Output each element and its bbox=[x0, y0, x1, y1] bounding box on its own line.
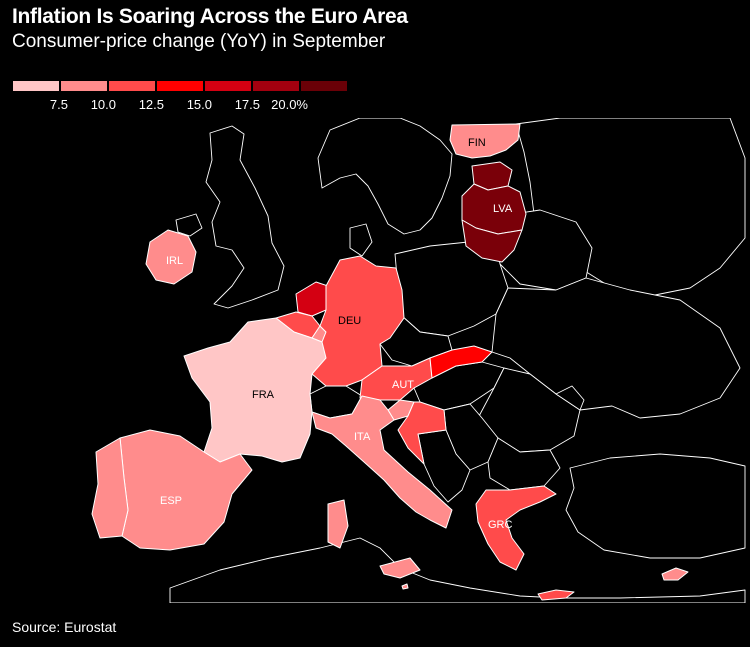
label-grc: GRC bbox=[488, 519, 513, 531]
scandinavia bbox=[317, 118, 453, 235]
label-esp: ESP bbox=[160, 495, 182, 507]
legend-swatch bbox=[60, 80, 108, 92]
ukraine bbox=[491, 277, 741, 419]
legend-swatch bbox=[204, 80, 252, 92]
country-ita[interactable] bbox=[311, 395, 453, 529]
legend-swatch bbox=[108, 80, 156, 92]
legend-swatch bbox=[252, 80, 300, 92]
legend-tick-label: 20.0% bbox=[271, 97, 308, 112]
source-note: Source: Eurostat bbox=[12, 619, 117, 635]
country-grc-crete[interactable] bbox=[537, 589, 575, 601]
northern-ireland bbox=[175, 213, 203, 237]
label-irl: IRL bbox=[166, 255, 183, 267]
legend-swatch bbox=[300, 80, 348, 92]
country-prt[interactable] bbox=[91, 437, 129, 539]
legend-tick-label: 7.5 bbox=[49, 97, 68, 112]
north-africa bbox=[169, 537, 746, 603]
country-ita-sardinia[interactable] bbox=[327, 499, 349, 549]
country-nld[interactable] bbox=[295, 281, 329, 317]
country-svk[interactable] bbox=[429, 345, 493, 379]
non-member-land bbox=[169, 118, 746, 603]
color-legend: 7.5 10.0 12.5 15.0 17.5 20.0% bbox=[12, 80, 352, 116]
turkey bbox=[565, 453, 746, 559]
great-britain bbox=[205, 125, 285, 309]
legend-tick-label: 12.5 bbox=[138, 97, 164, 112]
legend-swatch bbox=[156, 80, 204, 92]
country-ltu[interactable] bbox=[461, 219, 523, 263]
country-mlt[interactable] bbox=[401, 583, 409, 590]
label-fin: FIN bbox=[468, 137, 486, 149]
label-ita: ITA bbox=[354, 431, 371, 443]
country-ita-sicily[interactable] bbox=[379, 557, 421, 579]
legend-tick-label: 15.0 bbox=[186, 97, 212, 112]
moldova bbox=[555, 385, 585, 411]
country-fin[interactable] bbox=[449, 123, 521, 159]
euro-members bbox=[91, 123, 689, 601]
label-aut: AUT bbox=[392, 379, 414, 391]
country-hrv[interactable] bbox=[397, 401, 447, 465]
legend-tick-label: 10.0 bbox=[90, 97, 116, 112]
legend-tick-label: 17.5 bbox=[234, 97, 260, 112]
balkans-west bbox=[417, 429, 471, 503]
country-grc[interactable] bbox=[475, 485, 557, 571]
chart-subtitle: Consumer-price change (YoY) in September bbox=[12, 31, 386, 52]
label-lva: LVA bbox=[493, 203, 513, 215]
country-labels: FIN LVA IRL DEU FRA AUT ITA ESP GRC bbox=[160, 137, 513, 531]
country-irl[interactable] bbox=[145, 229, 197, 285]
chart-title: Inflation Is Soaring Across the Euro Are… bbox=[12, 5, 408, 28]
label-deu: DEU bbox=[338, 315, 361, 327]
denmark bbox=[349, 223, 373, 257]
legend-swatch bbox=[12, 80, 60, 92]
europe-map: FIN LVA IRL DEU FRA AUT ITA ESP GRC bbox=[91, 118, 746, 603]
label-fra: FRA bbox=[252, 389, 275, 401]
country-cyp[interactable] bbox=[661, 567, 689, 581]
